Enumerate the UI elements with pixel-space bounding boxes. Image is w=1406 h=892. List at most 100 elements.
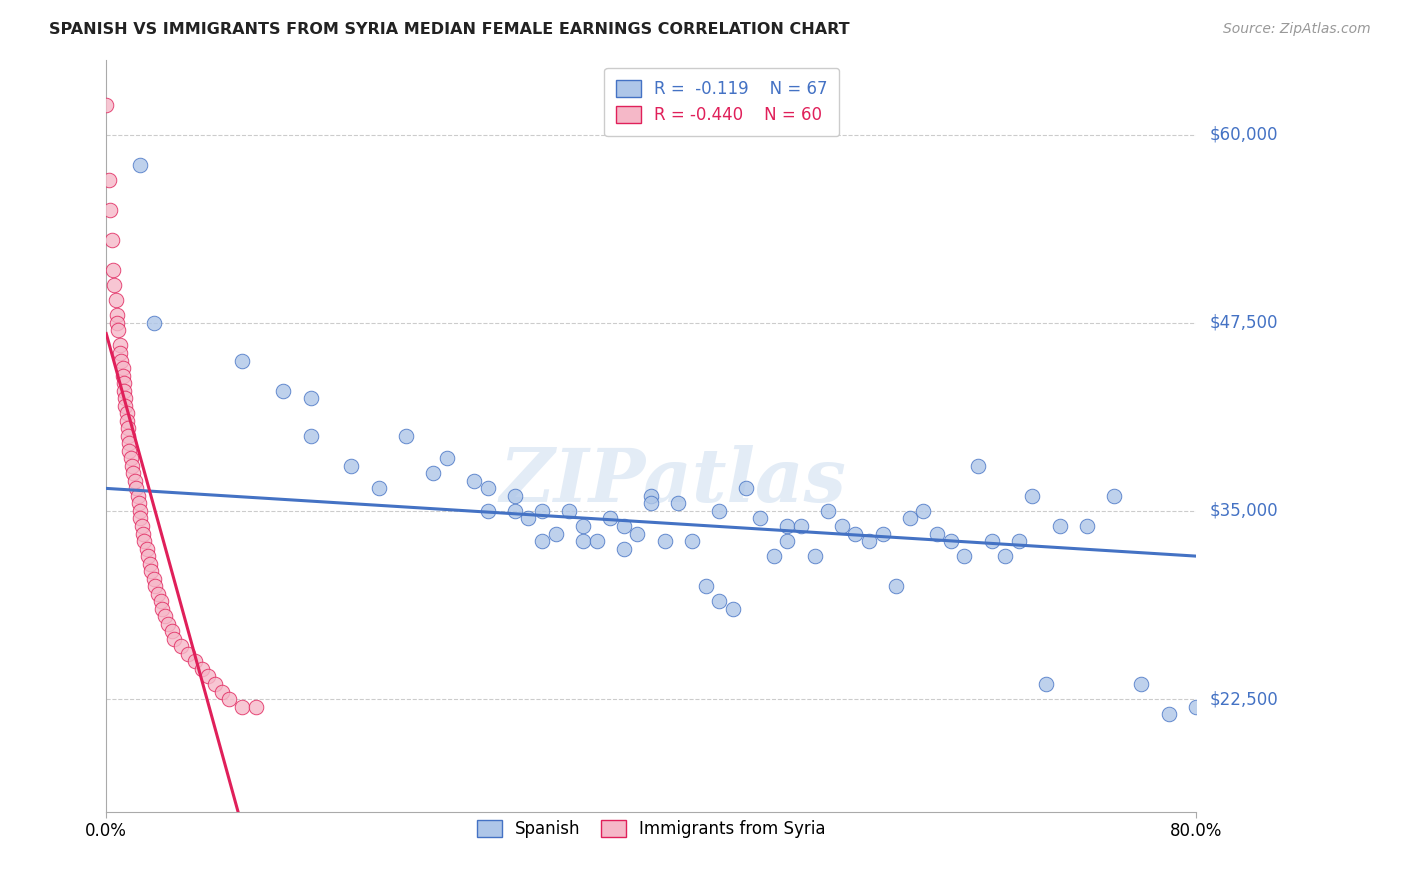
- Point: [626, 526, 648, 541]
- Point: [125, 482, 148, 496]
- Point: [108, 346, 131, 360]
- Point: [517, 511, 540, 525]
- Point: [872, 526, 894, 541]
- Point: [129, 511, 152, 525]
- Point: [104, 293, 127, 308]
- Point: [1185, 699, 1208, 714]
- Point: [231, 699, 253, 714]
- Point: [299, 428, 322, 442]
- Point: [477, 504, 499, 518]
- Point: [97, 173, 120, 187]
- Point: [640, 489, 662, 503]
- Point: [118, 436, 141, 450]
- Point: [204, 677, 226, 691]
- Point: [101, 263, 124, 277]
- Point: [898, 511, 921, 525]
- Point: [599, 511, 621, 525]
- Point: [531, 504, 554, 518]
- Point: [122, 467, 145, 481]
- Point: [790, 519, 813, 533]
- Point: [139, 557, 162, 571]
- Point: [112, 376, 135, 390]
- Point: [121, 458, 143, 473]
- Point: [994, 549, 1017, 563]
- Point: [114, 399, 136, 413]
- Text: ZIPatlas: ZIPatlas: [499, 444, 846, 517]
- Point: [585, 534, 607, 549]
- Text: $47,500: $47,500: [1209, 314, 1278, 332]
- Point: [721, 601, 744, 615]
- Point: [110, 353, 132, 368]
- Point: [98, 202, 121, 217]
- Point: [218, 692, 240, 706]
- Point: [613, 519, 636, 533]
- Point: [1130, 677, 1153, 691]
- Point: [108, 338, 131, 352]
- Point: [1008, 534, 1031, 549]
- Point: [231, 353, 253, 368]
- Point: [558, 504, 581, 518]
- Point: [803, 549, 825, 563]
- Point: [117, 428, 139, 442]
- Point: [654, 534, 676, 549]
- Point: [129, 504, 152, 518]
- Point: [142, 572, 165, 586]
- Point: [131, 519, 153, 533]
- Text: $60,000: $60,000: [1209, 126, 1278, 144]
- Point: [127, 489, 149, 503]
- Point: [1076, 519, 1098, 533]
- Point: [129, 158, 152, 172]
- Point: [925, 526, 948, 541]
- Point: [105, 316, 128, 330]
- Point: [572, 534, 595, 549]
- Point: [666, 496, 689, 510]
- Point: [124, 474, 146, 488]
- Point: [436, 451, 458, 466]
- Text: SPANISH VS IMMIGRANTS FROM SYRIA MEDIAN FEMALE EARNINGS CORRELATION CHART: SPANISH VS IMMIGRANTS FROM SYRIA MEDIAN …: [49, 22, 849, 37]
- Point: [103, 278, 125, 293]
- Text: $22,500: $22,500: [1209, 690, 1278, 708]
- Point: [1035, 677, 1057, 691]
- Point: [160, 624, 183, 639]
- Point: [115, 406, 138, 420]
- Point: [477, 482, 499, 496]
- Point: [1049, 519, 1071, 533]
- Point: [1102, 489, 1125, 503]
- Point: [132, 526, 155, 541]
- Point: [271, 384, 294, 398]
- Point: [134, 534, 156, 549]
- Point: [1157, 707, 1180, 722]
- Point: [340, 458, 363, 473]
- Point: [141, 564, 163, 578]
- Point: [844, 526, 866, 541]
- Point: [980, 534, 1002, 549]
- Point: [170, 640, 193, 654]
- Point: [831, 519, 853, 533]
- Point: [858, 534, 880, 549]
- Point: [735, 482, 758, 496]
- Point: [572, 519, 595, 533]
- Point: [544, 526, 567, 541]
- Point: [136, 541, 159, 556]
- Point: [613, 541, 636, 556]
- Point: [112, 384, 135, 398]
- Point: [299, 391, 322, 405]
- Point: [115, 414, 138, 428]
- Point: [367, 482, 389, 496]
- Point: [111, 361, 134, 376]
- Point: [96, 97, 118, 112]
- Text: Source: ZipAtlas.com: Source: ZipAtlas.com: [1223, 22, 1371, 37]
- Point: [707, 594, 730, 608]
- Point: [912, 504, 935, 518]
- Point: [107, 323, 129, 337]
- Point: [114, 391, 136, 405]
- Point: [138, 549, 160, 563]
- Legend: Spanish, Immigrants from Syria: Spanish, Immigrants from Syria: [470, 814, 832, 845]
- Point: [150, 601, 173, 615]
- Point: [695, 579, 717, 593]
- Point: [503, 489, 526, 503]
- Point: [120, 451, 142, 466]
- Point: [149, 594, 172, 608]
- Point: [1021, 489, 1043, 503]
- Point: [118, 443, 141, 458]
